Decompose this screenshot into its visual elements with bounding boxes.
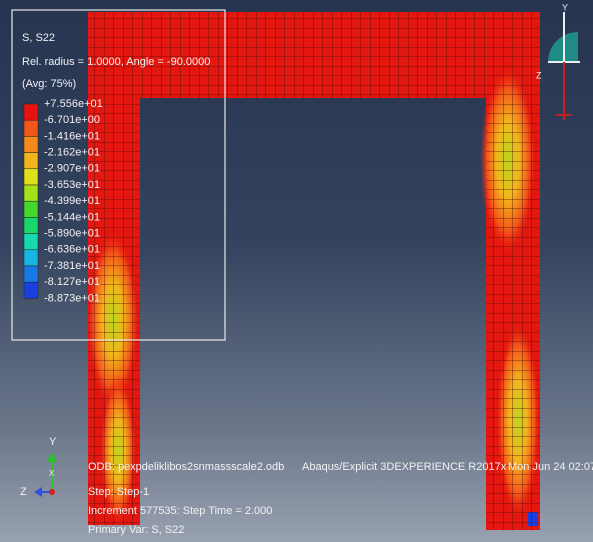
info-primary: Primary Var: S, S22 [88, 524, 184, 536]
legend-label: -8.127e+01 [44, 276, 100, 288]
legend-swatch [24, 217, 38, 233]
scene: S, S22 Rel. radius = 1.0000, Angle = -90… [0, 0, 593, 542]
legend-label: +7.556e+01 [44, 98, 103, 110]
legend-swatch [24, 104, 38, 120]
legend-swatch [24, 282, 38, 298]
legend-label: -6.636e+01 [44, 244, 100, 256]
info-increment: Increment 577535: Step Time = 2.000 [88, 505, 272, 517]
info-odb: ODB: pexpdeliklibos2snmassscale2.odb [88, 461, 284, 473]
legend-label: -6.701e+00 [44, 114, 100, 126]
legend-swatch [24, 201, 38, 217]
triad-label: Y [49, 436, 57, 448]
triad-label: Z [536, 70, 542, 80]
viewport: S, S22 Rel. radius = 1.0000, Angle = -90… [0, 0, 593, 542]
legend-label: -7.381e+01 [44, 260, 100, 272]
info-step: Step: Step-1 [88, 486, 149, 498]
legend-subtitle: Rel. radius = 1.0000, Angle = -90.0000 [22, 56, 210, 68]
legend-label: -2.907e+01 [44, 163, 100, 175]
triad-bottom: Y Z X [20, 436, 57, 498]
info-date: Mon Jun 24 02:07 [508, 461, 593, 473]
legend-swatch [24, 185, 38, 201]
triad-label: Z [20, 486, 27, 498]
legend-swatch [24, 266, 38, 282]
legend-label: -5.144e+01 [44, 211, 100, 223]
legend-swatch [24, 153, 38, 169]
legend-swatch [24, 120, 38, 136]
legend-label: -8.873e+01 [44, 292, 100, 304]
info-solver: Abaqus/Explicit 3DEXPERIENCE R2017x [302, 461, 507, 473]
legend-title: S, S22 [22, 32, 55, 44]
legend-label: -3.653e+01 [44, 179, 100, 191]
legend-swatch [24, 234, 38, 250]
legend-label: -1.416e+01 [44, 130, 100, 142]
triad-top: Y Z [536, 2, 580, 120]
legend-label: -2.162e+01 [44, 147, 100, 159]
legend-swatch [24, 136, 38, 152]
legend-label: -4.399e+01 [44, 195, 100, 207]
legend-label: -5.890e+01 [44, 228, 100, 240]
legend-swatch [24, 169, 38, 185]
frame-model [87, 12, 540, 530]
legend-avg: (Avg: 75%) [22, 78, 76, 90]
triad-label: X [49, 469, 55, 478]
triad-label: Y [562, 2, 568, 12]
legend-swatch [24, 250, 38, 266]
